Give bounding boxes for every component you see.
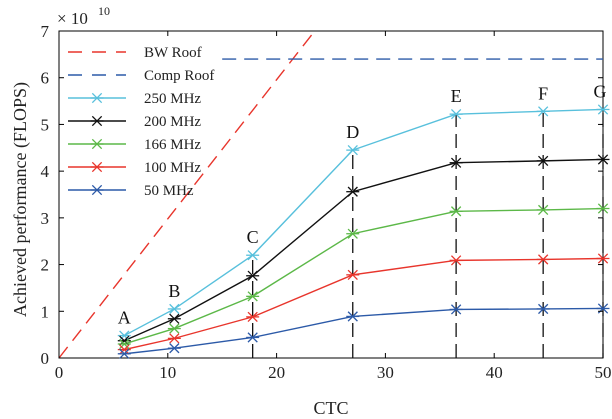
series-100-mhz-point <box>246 311 260 323</box>
plot-area: A B C D E F G <box>58 30 610 359</box>
legend-item-200-mhz: 200 MHz <box>68 114 201 130</box>
series-100-mhz-point <box>596 253 610 264</box>
legend: BW Roof Comp Roof 250 MHz 200 MHz 166 MHz 100… <box>68 45 214 199</box>
plot-frame <box>58 30 604 359</box>
legend-label: 50 MHz <box>144 183 194 199</box>
series-200-mhz-point <box>246 270 260 281</box>
y-tick-label: 2 <box>41 256 50 275</box>
series-100-mhz-point <box>449 255 463 266</box>
series-166-mhz-point <box>596 203 610 214</box>
series-200-mhz-point <box>536 155 550 167</box>
series-50-mhz-line <box>124 307 604 355</box>
series-250-mhz-point <box>536 106 550 117</box>
series-200-mhz-line <box>123 158 604 342</box>
series-200-mhz-point <box>346 186 360 197</box>
legend-item-50-mhz: 50 MHz <box>68 183 194 199</box>
series-200-mhz-point <box>596 154 610 165</box>
legend-label: 100 MHz <box>144 160 201 176</box>
y-tick-label: 4 <box>41 162 50 181</box>
point-label-f: F <box>538 83 548 103</box>
legend-marker <box>90 115 104 127</box>
legend-marker <box>90 161 104 173</box>
series-250-mhz-point <box>117 330 131 341</box>
legend-label: Comp Roof <box>144 68 214 84</box>
point-label-g: G <box>594 81 607 101</box>
series-166-mhz-point <box>449 206 463 217</box>
series-166-mhz-point <box>246 291 260 302</box>
series-50-mhz-point <box>449 304 463 315</box>
series-markers <box>117 104 610 359</box>
x-axis-title: CTC <box>313 398 348 418</box>
legend-item-250-mhz: 250 MHz <box>68 91 201 107</box>
x-tick-label: 30 <box>377 363 394 382</box>
series-50-mhz-point <box>246 332 260 343</box>
y-tick-label: 5 <box>41 115 50 134</box>
x-tick-label: 10 <box>159 363 176 382</box>
legend-label: 166 MHz <box>144 137 201 153</box>
series-166-mhz-line <box>124 207 604 345</box>
point-label-d: D <box>346 122 359 142</box>
series-50-mhz-point <box>117 348 131 359</box>
point-label-e: E <box>451 86 462 106</box>
y-tick-label: 7 <box>41 22 50 41</box>
vertical-guides <box>252 109 604 358</box>
legend-item-166-mhz: 166 MHz <box>68 137 201 153</box>
series-250-mhz-point <box>596 104 610 115</box>
y-tick-label: 1 <box>41 302 50 321</box>
legend-item-comp-roof: Comp Roof <box>68 68 214 84</box>
y-tick-label: 3 <box>41 209 50 228</box>
legend-item-100-mhz: 100 MHz <box>68 160 201 176</box>
x-tick-label: 20 <box>268 363 285 382</box>
y-axis-title: Achieved performance (FLOPS) <box>10 82 31 317</box>
y-multiplier: × 10 10 <box>57 4 110 28</box>
series-100-mhz-line <box>124 257 604 351</box>
y-multiplier-exponent: 10 <box>98 4 110 18</box>
series-250-mhz-point <box>167 303 181 315</box>
point-labels: A B C D E F G <box>118 81 607 327</box>
x-axis: 0 10 20 30 40 50 <box>55 31 612 382</box>
x-tick-label: 40 <box>486 363 503 382</box>
legend-marker <box>90 92 104 104</box>
series-100-mhz-point <box>536 254 550 265</box>
series-50-mhz-point <box>167 343 181 354</box>
legend-label: BW Roof <box>144 45 202 61</box>
series-250-mhz-point <box>449 109 463 120</box>
series-250-mhz-point <box>346 144 360 156</box>
series-166-mhz-point <box>346 228 360 239</box>
bw-roof-line <box>58 30 316 359</box>
series-100-mhz-point <box>167 333 181 344</box>
series-50-mhz-point <box>346 311 360 322</box>
y-tick-label: 6 <box>41 69 50 88</box>
series-100-mhz-point <box>346 269 360 280</box>
series-166-mhz-point <box>167 323 181 334</box>
legend-marker <box>90 138 104 150</box>
series-50-mhz-point <box>536 303 550 315</box>
series-200-mhz-point <box>449 157 463 168</box>
series-200-mhz-point <box>167 313 181 324</box>
y-tick-label: 0 <box>41 349 50 368</box>
x-tick-label: 0 <box>55 363 64 382</box>
legend-label: 250 MHz <box>144 91 201 107</box>
y-multiplier-base: × 10 <box>57 9 88 28</box>
legend-item-bw-roof: BW Roof <box>68 45 202 61</box>
series-250-mhz-point <box>246 250 260 261</box>
legend-marker <box>90 184 104 196</box>
series-166-mhz-point <box>536 204 550 216</box>
point-label-b: B <box>168 281 180 301</box>
roof-lines <box>58 30 603 359</box>
point-label-a: A <box>118 308 131 328</box>
legend-label: 200 MHz <box>144 114 201 130</box>
x-tick-label: 50 <box>595 363 612 382</box>
point-label-c: C <box>247 227 259 247</box>
y-axis: 0 1 2 3 4 5 6 7 <box>41 22 603 368</box>
